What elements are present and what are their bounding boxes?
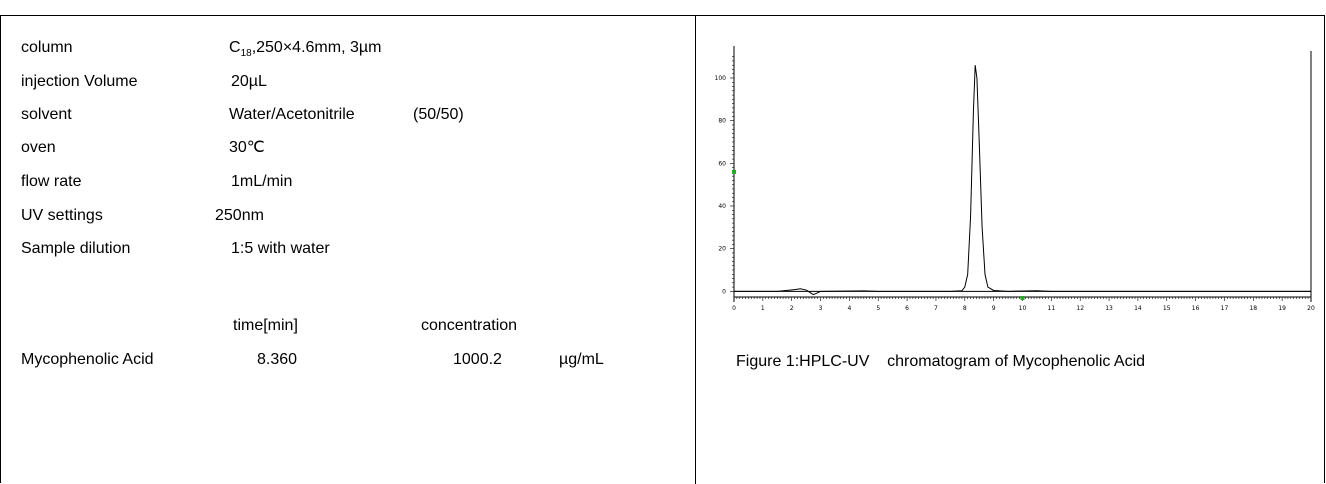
param-label-sample-dilution: Sample dilution bbox=[21, 240, 131, 257]
x-tick-label: 7 bbox=[934, 305, 938, 312]
y-marker bbox=[732, 169, 736, 174]
x-tick-label: 17 bbox=[1221, 305, 1229, 312]
x-tick-label: 11 bbox=[1048, 305, 1056, 312]
x-tick-label: 15 bbox=[1163, 305, 1171, 312]
x-tick-label: 1 bbox=[761, 305, 765, 312]
y-tick-label: 20 bbox=[718, 246, 726, 253]
chart-plot-area bbox=[734, 65, 1311, 296]
param-label-solvent: solvent bbox=[21, 106, 72, 123]
method-parameters-cell: column C18,250×4.6mm, 3µm injection Volu… bbox=[1, 16, 695, 484]
results-time-value: 8.360 bbox=[257, 351, 298, 368]
x-tick-label: 16 bbox=[1192, 305, 1200, 312]
param-label-oven: oven bbox=[21, 139, 56, 156]
chromatogram-trace bbox=[734, 65, 1311, 296]
param-value-sample-dilution: 1:5 with water bbox=[231, 240, 330, 257]
document-frame: column C18,250×4.6mm, 3µm injection Volu… bbox=[0, 15, 1325, 484]
x-tick-label: 12 bbox=[1076, 305, 1084, 312]
chromatogram-chart: 0 1 2 3 4 5 6 7 8 9 10 11 12 13 14 15 16 17 18 19 2002040608… bbox=[715, 46, 1315, 312]
y-tick-label: 80 bbox=[718, 118, 726, 125]
x-tick-label: 4 bbox=[847, 305, 851, 312]
param-value-column: C18,250×4.6mm, 3µm bbox=[229, 39, 382, 60]
x-tick-label: 6 bbox=[905, 305, 909, 312]
x-tick-label: 3 bbox=[819, 305, 823, 312]
y-tick-label: 100 bbox=[715, 75, 727, 82]
results-concentration-value: 1000.2 bbox=[453, 351, 502, 368]
x-marker bbox=[1020, 296, 1025, 300]
param-value-oven: 30℃ bbox=[229, 139, 265, 156]
x-tick-label: 10 bbox=[1019, 305, 1027, 312]
x-tick-label: 13 bbox=[1105, 305, 1113, 312]
param-value-uv-settings: 250nm bbox=[215, 207, 264, 224]
chart-ticks: 0 1 2 3 4 5 6 7 8 9 10 11 12 13 14 15 16 17 18 19 2002040608… bbox=[715, 56, 1315, 312]
param-value-solvent: Water/Acetonitrile bbox=[229, 106, 355, 123]
x-tick-label: 14 bbox=[1134, 305, 1142, 312]
param-value-flow-rate: 1mL/min bbox=[231, 173, 293, 190]
param-label-flow-rate: flow rate bbox=[21, 173, 82, 190]
chromatogram-cell: 0 1 2 3 4 5 6 7 8 9 10 11 12 13 14 15 16 17 18 19 20 0 20 40 60 8… bbox=[696, 16, 1324, 484]
results-header-time: time[min] bbox=[233, 317, 298, 334]
param-value-solvent-ratio: (50/50) bbox=[413, 106, 464, 123]
param-label-injection-volume: injection Volume bbox=[21, 73, 138, 90]
param-value-injection-volume: 20µL bbox=[231, 73, 267, 90]
x-tick-label: 0 bbox=[732, 305, 736, 312]
results-compound: Mycophenolic Acid bbox=[21, 351, 154, 368]
x-tick-label: 20 bbox=[1307, 305, 1315, 312]
y-tick-label: 40 bbox=[718, 203, 726, 210]
param-label-column: column bbox=[21, 39, 73, 56]
x-tick-label: 9 bbox=[992, 305, 996, 312]
x-tick-label: 2 bbox=[790, 305, 794, 312]
x-tick-label: 8 bbox=[963, 305, 967, 312]
results-concentration-unit: µg/mL bbox=[559, 351, 604, 368]
x-tick-label: 19 bbox=[1278, 305, 1286, 312]
column-divider bbox=[695, 16, 696, 484]
y-tick-label: 60 bbox=[718, 160, 726, 167]
x-tick-label: 5 bbox=[876, 305, 880, 312]
param-label-uv-settings: UV settings bbox=[21, 207, 103, 224]
figure-caption: Figure 1:HPLC-UV chromatogram of Mycophe… bbox=[736, 353, 1146, 370]
x-tick-label: 18 bbox=[1249, 305, 1257, 312]
results-header-concentration: concentration bbox=[421, 317, 518, 334]
chart-axes bbox=[733, 46, 1312, 302]
y-tick-label: 0 bbox=[722, 288, 726, 295]
